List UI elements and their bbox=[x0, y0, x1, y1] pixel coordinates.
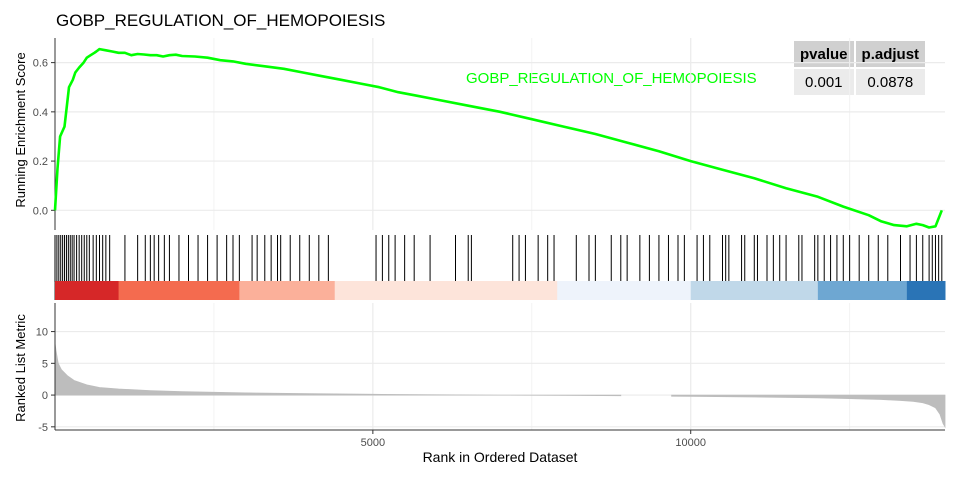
rank-gradient-segment bbox=[55, 281, 120, 300]
es-ylabel: Running Enrichment Score bbox=[13, 52, 28, 207]
metric-ytick-label: -5 bbox=[38, 422, 48, 434]
metric-ytick-label: 10 bbox=[36, 327, 48, 339]
es-ytick-label: 0.0 bbox=[33, 205, 48, 217]
rank-gradient-segment bbox=[817, 281, 908, 300]
es-ytick-label: 0.6 bbox=[33, 58, 48, 70]
metric-panel: -5 0 5 10 5000 10000 bbox=[36, 303, 946, 449]
metric-ylabel: Ranked List Metric bbox=[13, 314, 28, 422]
metric-area-left bbox=[54, 342, 622, 397]
es-panel: 0.0 0.2 0.4 0.6 bbox=[33, 38, 945, 230]
rank-gradient-segment bbox=[906, 281, 946, 300]
es-ytick-label: 0.2 bbox=[33, 156, 48, 168]
chart-title: GOBP_REGULATION_OF_HEMOPOIESIS bbox=[56, 11, 386, 30]
es-line bbox=[53, 47, 944, 229]
stats-value-pvalue: 0.001 bbox=[794, 69, 854, 95]
metric-xtick-label: 10000 bbox=[675, 437, 706, 449]
rank-gradient-segment bbox=[239, 281, 336, 300]
metric-ytick-label: 5 bbox=[42, 358, 48, 370]
metric-xtick-label: 5000 bbox=[361, 437, 385, 449]
metric-ytick-label: 0 bbox=[42, 390, 48, 402]
rank-gradient-segment bbox=[118, 281, 240, 300]
metric-area-right bbox=[671, 394, 946, 429]
stats-value-padjust: 0.0878 bbox=[855, 69, 926, 95]
legend-label: GOBP_REGULATION_OF_HEMOPOIESIS bbox=[466, 70, 757, 87]
es-ytick-label: 0.4 bbox=[33, 107, 48, 119]
stats-table: pvalue p.adjust 0.001 0.0878 bbox=[792, 39, 927, 97]
rank-gradient-segment bbox=[690, 281, 819, 300]
barcode-panel bbox=[54, 235, 946, 300]
x-axis-label: Rank in Ordered Dataset bbox=[423, 449, 578, 465]
rank-gradient-segment bbox=[557, 281, 692, 300]
rank-gradient-segment bbox=[334, 281, 558, 300]
